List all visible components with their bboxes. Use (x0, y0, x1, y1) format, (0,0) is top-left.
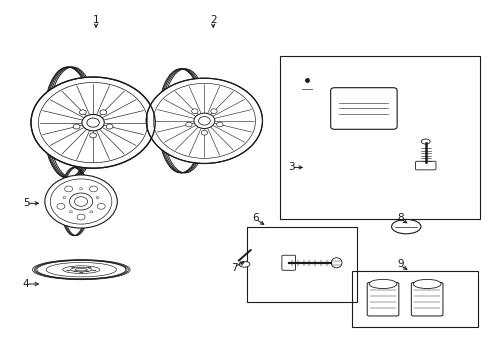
Ellipse shape (45, 175, 117, 228)
Text: 9: 9 (397, 259, 404, 269)
Bar (280, 56, 480, 220)
Ellipse shape (70, 193, 93, 210)
Ellipse shape (421, 139, 430, 144)
Ellipse shape (65, 186, 73, 192)
Circle shape (31, 77, 155, 168)
Circle shape (147, 78, 263, 163)
Text: 5: 5 (23, 198, 29, 208)
Circle shape (90, 211, 93, 213)
Circle shape (73, 124, 80, 129)
Ellipse shape (97, 203, 105, 209)
Ellipse shape (331, 258, 342, 268)
Circle shape (63, 197, 66, 199)
Text: 3: 3 (288, 162, 294, 172)
Bar (247, 226, 357, 302)
Circle shape (70, 211, 73, 213)
Circle shape (106, 124, 113, 129)
Circle shape (186, 122, 192, 127)
Text: 1: 1 (93, 15, 99, 26)
Circle shape (211, 109, 217, 113)
Ellipse shape (90, 186, 98, 192)
FancyBboxPatch shape (411, 283, 443, 316)
Circle shape (82, 114, 104, 131)
Text: 7: 7 (231, 263, 238, 273)
FancyBboxPatch shape (367, 283, 399, 316)
Text: 2: 2 (210, 15, 217, 26)
Ellipse shape (239, 261, 250, 267)
Text: 4: 4 (23, 279, 29, 289)
Bar (351, 271, 478, 327)
Circle shape (90, 133, 97, 138)
Circle shape (79, 188, 82, 190)
Circle shape (201, 130, 208, 135)
Circle shape (96, 197, 99, 199)
FancyBboxPatch shape (416, 161, 436, 170)
FancyBboxPatch shape (282, 255, 295, 270)
Ellipse shape (57, 203, 65, 209)
Ellipse shape (392, 220, 421, 234)
Ellipse shape (369, 279, 397, 288)
Ellipse shape (413, 279, 441, 288)
Ellipse shape (77, 214, 85, 220)
Circle shape (79, 110, 86, 115)
Circle shape (192, 109, 198, 113)
Text: 8: 8 (397, 213, 404, 222)
FancyBboxPatch shape (331, 88, 397, 129)
Circle shape (217, 122, 223, 127)
Circle shape (194, 113, 215, 129)
Text: 6: 6 (252, 213, 259, 222)
Circle shape (100, 110, 107, 115)
